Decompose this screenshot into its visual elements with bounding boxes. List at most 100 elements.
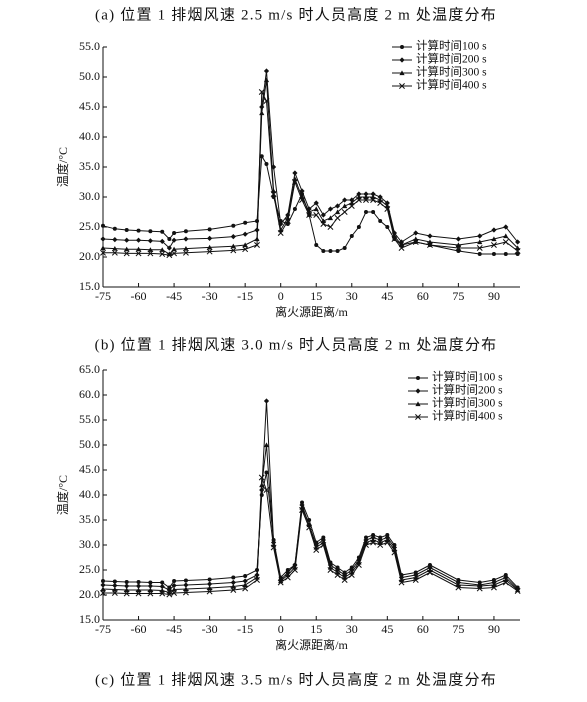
marker [147,238,153,244]
marker [259,110,265,116]
marker [147,587,153,593]
x-tick-label: 90 [488,622,500,636]
marker [183,582,189,588]
marker [159,238,165,244]
y-axis-label: 温度/°C [55,147,70,187]
marker [285,215,291,221]
y-tick-label: 25.0 [79,219,100,233]
marker [159,251,166,257]
marker [377,542,384,548]
marker [341,209,348,215]
legend-marker [399,83,405,89]
marker [342,203,348,209]
marker [398,245,405,251]
y-tick-label: 15.0 [79,279,100,293]
y-tick-label: 45.0 [79,462,100,476]
marker [243,220,248,225]
marker [230,583,236,589]
legend-label: 计算时间400 s [416,78,487,92]
marker [263,77,270,83]
marker [455,245,462,251]
marker [230,579,236,586]
x-tick-label: -60 [131,289,147,303]
marker [160,229,165,234]
marker [123,250,130,257]
marker [207,235,213,241]
marker [124,237,130,243]
marker [391,236,398,242]
marker [270,164,277,170]
marker [284,218,291,224]
marker [147,250,154,257]
marker [284,574,291,581]
marker [124,228,129,232]
marker [476,245,483,251]
marker [292,170,298,176]
caption: (a) 位置 1 排烟风速 2.5 m/s 时人员高度 2 m 处温度分布 [95,6,497,23]
x-tick-label: -60 [131,622,147,636]
marker [159,590,166,597]
y-tick-label: 25.0 [79,562,100,576]
marker [254,242,260,248]
legend-label: 计算时间300 s [416,65,487,79]
marker [159,247,165,252]
x-tick-label: -75 [95,289,111,303]
marker [371,210,376,214]
marker [477,252,482,256]
marker [183,229,188,234]
marker [111,590,118,596]
marker [207,577,212,582]
marker [349,200,355,206]
marker [299,188,305,194]
marker [291,179,298,185]
legend-marker [416,376,420,380]
marker [183,578,188,583]
marker [476,585,483,592]
x-tick-label: -15 [237,289,253,303]
marker [171,582,177,589]
marker [370,197,377,203]
marker [171,246,177,252]
marker [363,194,369,200]
marker [123,590,130,597]
marker [263,398,270,404]
marker [477,239,483,245]
marker [242,246,249,253]
marker [124,583,130,589]
marker [207,244,213,250]
marker [112,586,118,592]
marker [112,246,118,251]
marker [370,191,376,197]
marker [124,580,129,584]
marker [166,245,172,251]
marker [259,154,264,159]
marker [455,236,461,242]
x-tick-label: -45 [166,289,182,303]
marker [172,579,177,583]
marker [327,224,334,230]
marker [206,588,213,595]
marker [277,579,284,586]
marker [242,585,249,592]
marker [490,242,497,248]
marker [230,234,236,240]
marker [391,233,398,239]
y-tick-label: 30.0 [79,189,100,203]
marker [490,584,497,591]
marker [363,210,368,214]
marker [112,226,117,231]
marker [384,539,391,546]
y-tick-label: 35.0 [79,512,100,526]
marker [491,252,496,256]
marker [112,237,118,243]
marker [242,242,248,248]
marker [135,583,142,589]
marker [263,487,270,493]
marker [427,242,433,248]
marker [491,236,497,242]
series-line [102,400,518,591]
legend-marker [415,388,421,394]
marker [515,252,520,256]
marker [171,250,178,257]
marker [159,583,165,590]
